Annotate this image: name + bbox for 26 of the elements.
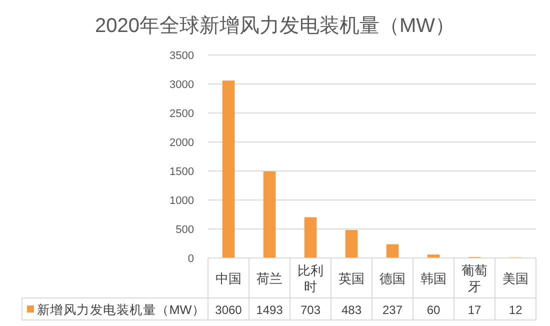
y-tick-label: 2000	[170, 137, 194, 149]
x-tick-label: 中国	[216, 271, 242, 286]
y-tick-label: 3500	[170, 50, 194, 62]
data-label: 703	[300, 303, 321, 317]
x-tick-label: 韩国	[420, 271, 446, 286]
y-tick-label: 2500	[170, 108, 194, 120]
data-label: 1493	[256, 303, 284, 317]
y-tick-label: 500	[176, 224, 194, 236]
y-tick-label: 0	[188, 253, 194, 265]
x-tick-label: 德国	[380, 271, 406, 286]
data-label: 60	[426, 303, 440, 317]
y-tick-label: 1500	[170, 166, 194, 178]
legend-label: 新增风力发电装机量（MW）	[37, 303, 205, 317]
data-label: 12	[508, 303, 522, 317]
x-tick-label: 英国	[338, 271, 364, 286]
x-tick-label: 比利时	[298, 263, 324, 294]
y-tick-label: 1000	[170, 195, 194, 207]
y-tick-label: 3000	[170, 79, 194, 91]
data-label: 483	[341, 303, 362, 317]
data-label: 17	[468, 303, 482, 317]
chart-title: 2020年全球新增风力发电装机量（MW）	[94, 15, 456, 37]
data-label: 237	[382, 303, 403, 317]
x-tick-label: 荷兰	[256, 271, 282, 286]
x-tick-label: 葡萄牙	[462, 263, 488, 294]
x-tick-label: 美国	[502, 271, 528, 286]
data-label: 3060	[215, 303, 242, 317]
